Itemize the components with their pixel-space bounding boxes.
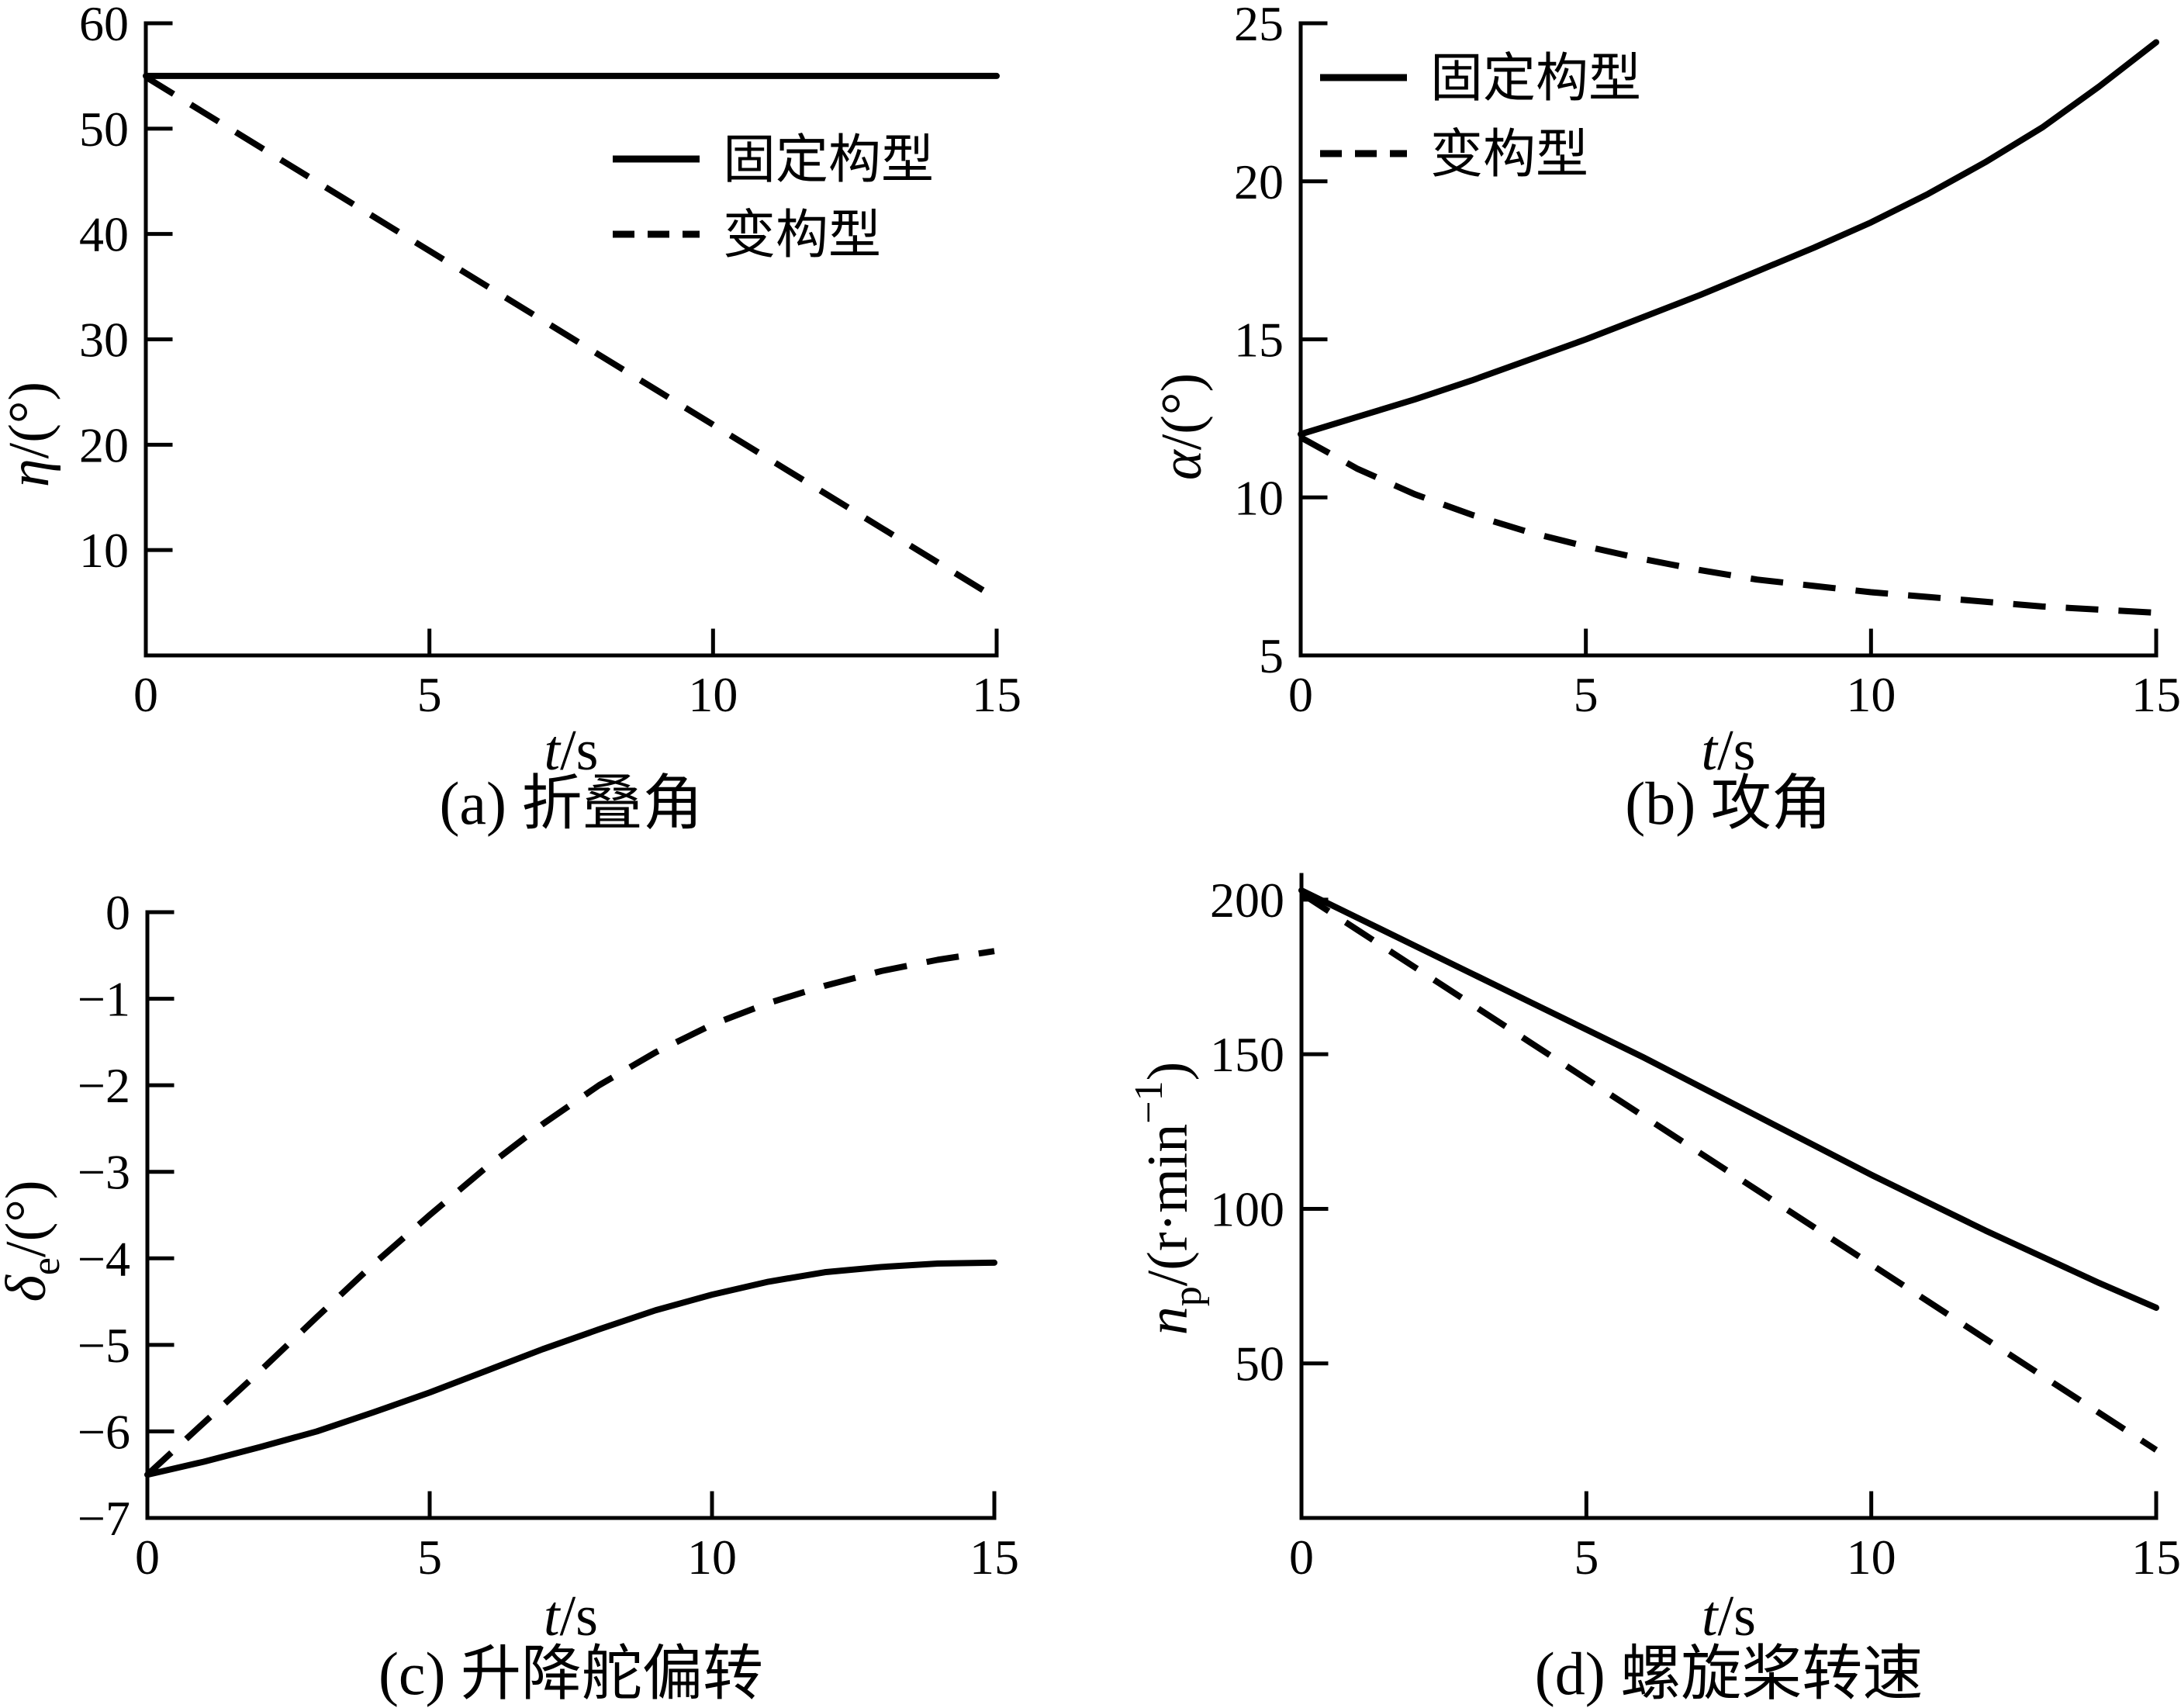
y-tick-label: −6 [78, 1404, 130, 1459]
x-axis-label: t/s [544, 1585, 598, 1648]
subplot-d: 0 5 10 15 50 100 150 200 t/s np/(r·min−1) (d) 螺旋桨转… [1127, 873, 2181, 1707]
legend-label-dashed: 变构型 [1430, 125, 1588, 184]
y-tick-label: 30 [79, 313, 129, 368]
y-tick-label: −3 [78, 1145, 130, 1200]
subplot-caption: (d) 螺旋桨转速 [1535, 1640, 1923, 1707]
x-axis-label: t/s [1702, 1585, 1756, 1648]
subplot-caption: (b) 攻角 [1625, 769, 1831, 837]
series-line-solid [1298, 887, 2159, 1311]
x-tick-label: 5 [417, 667, 442, 722]
subplot-c: 0 5 10 15 −7 −6 −5 −4 −3 −2 −1 0 t/s δe/(°) (c) 升降舵偏转 [0, 885, 1019, 1707]
x-tick-label: 5 [417, 1530, 442, 1585]
y-tick-label: 10 [1234, 470, 1284, 525]
y-axis-label: np/(r·min−1) [1127, 1062, 1210, 1336]
x-tick-label: 0 [1288, 667, 1313, 722]
y-tick-label: 50 [1235, 1336, 1284, 1392]
y-axis-label: δe/(°) [0, 1181, 68, 1302]
y-tick-label: 20 [1234, 154, 1284, 209]
y-tick-label: 100 [1210, 1181, 1284, 1236]
x-tick-label: 15 [970, 1530, 1019, 1585]
y-tick-label: 25 [1234, 0, 1284, 51]
x-tick-label: 5 [1574, 667, 1599, 722]
x-tick-label: 0 [135, 1530, 160, 1585]
y-tick-label: 50 [79, 102, 129, 157]
y-tick-label: 60 [79, 0, 129, 51]
axis-spines [145, 910, 997, 1520]
x-tick-label: 0 [1289, 1530, 1314, 1585]
legend-label-dashed: 变构型 [723, 206, 881, 264]
y-axis-label: η/(°) [0, 382, 61, 487]
axis-spines [1299, 873, 2159, 1520]
series-line-dashed [145, 948, 995, 1478]
y-tick-label: 5 [1259, 628, 1284, 683]
y-tick-label: 0 [105, 885, 130, 940]
series-line-solid [1298, 39, 2159, 437]
legend-label-solid: 固定构型 [1430, 49, 1641, 108]
series-line-dashed [1299, 890, 2159, 1453]
y-axis-label: α/(°) [1150, 373, 1214, 480]
y-tick-label: −1 [78, 972, 130, 1027]
legend-label-solid: 固定构型 [723, 130, 934, 189]
x-tick-label: 0 [133, 667, 158, 722]
y-tick-label: 15 [1234, 313, 1284, 368]
y-tick-label: 40 [79, 207, 129, 262]
x-tick-label: 10 [1846, 667, 1896, 722]
x-axis-label: t/s [1702, 719, 1756, 783]
axis-spines [1298, 21, 2159, 658]
x-axis-label: t/s [544, 719, 599, 783]
x-tick-label: 10 [1847, 1530, 1896, 1585]
y-tick-label: −7 [78, 1491, 130, 1546]
y-tick-label: −2 [78, 1058, 130, 1113]
subplot-caption: (c) 升降舵偏转 [378, 1640, 763, 1707]
series-line-dashed [1299, 434, 2157, 616]
series-line-dashed [143, 74, 999, 602]
series-line-solid [144, 1259, 997, 1478]
x-tick-label: 5 [1574, 1530, 1599, 1585]
y-tick-label: 200 [1210, 873, 1284, 928]
x-tick-label: 15 [2131, 667, 2181, 722]
subplot-caption: (a) 折叠角 [439, 769, 703, 837]
x-tick-label: 10 [688, 667, 738, 722]
y-tick-label: 20 [79, 417, 129, 472]
x-tick-label: 15 [2131, 1530, 2181, 1585]
y-tick-label: 150 [1210, 1027, 1284, 1082]
y-tick-label: −4 [78, 1231, 130, 1286]
y-tick-label: −5 [78, 1318, 130, 1373]
y-tick-label: 10 [79, 523, 129, 578]
x-tick-label: 15 [972, 667, 1021, 722]
x-tick-label: 10 [687, 1530, 737, 1585]
